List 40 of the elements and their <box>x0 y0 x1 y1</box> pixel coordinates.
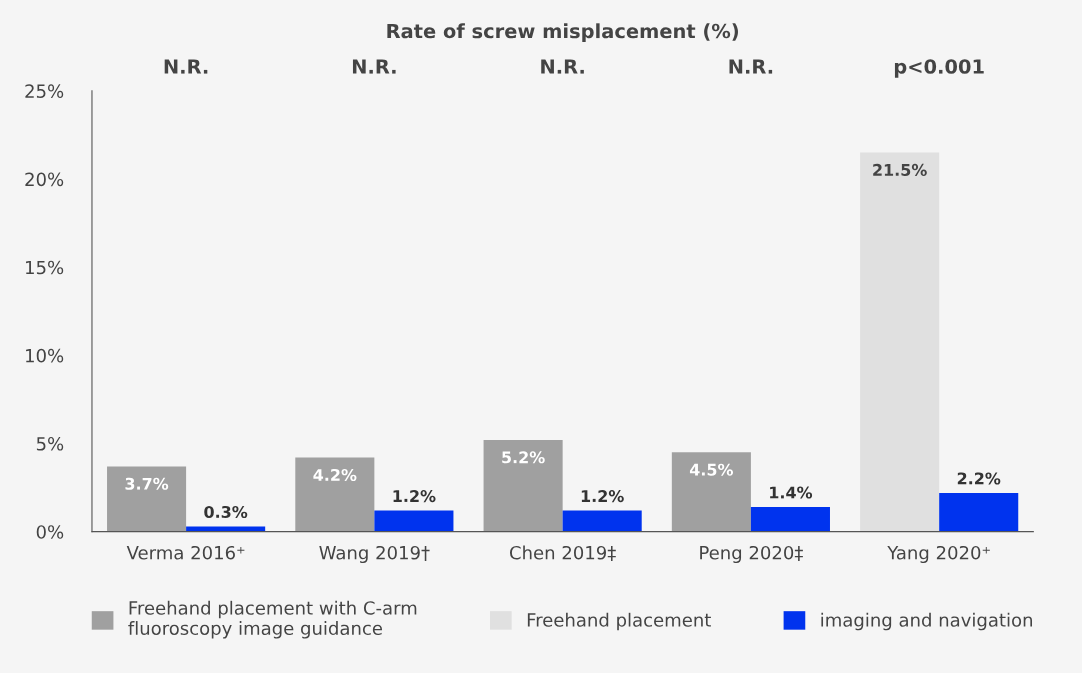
data-label: 3.7% <box>125 477 169 490</box>
x-tick-label: Yang 2020⁺ <box>887 545 990 564</box>
data-label: 5.2% <box>502 451 545 464</box>
text: N.R. <box>729 59 773 74</box>
data-label: 1.2% <box>581 490 624 503</box>
data-label: 2.2% <box>957 472 1001 485</box>
y-tick-label: 5% <box>36 436 64 451</box>
text: p<0.001 <box>894 59 984 78</box>
y-tick-label: 25% <box>25 84 64 98</box>
x-tick-label: Verma 2016⁺ <box>126 545 245 560</box>
x-tick-label: Peng 2020‡ <box>700 545 803 564</box>
y-tick-label: 10% <box>26 348 64 363</box>
bar <box>107 466 187 532</box>
data-label: 4.5% <box>689 463 734 476</box>
text: N.R. <box>541 59 584 74</box>
bar <box>671 452 751 532</box>
chart-title: Rate of screw misplacement (%) <box>387 23 738 43</box>
text: N.R. <box>164 59 208 74</box>
data-label: 0.3% <box>204 505 248 518</box>
legend-label: Freehand placement <box>527 612 711 631</box>
data-label: 1.2% <box>393 490 436 503</box>
legend-label: imaging and navigation <box>821 612 1032 631</box>
bar <box>562 510 642 532</box>
bar <box>750 506 830 532</box>
bar <box>483 439 563 532</box>
bar <box>939 492 1019 532</box>
y-tick-label: 0% <box>36 525 64 539</box>
legend-label: Freehand placement with C-arm fluoroscopy image guidance <box>128 600 417 639</box>
bar <box>186 526 266 532</box>
data-label: 1.4% <box>770 486 813 499</box>
data-label: 4.2% <box>313 468 357 481</box>
x-tick-label: Wang 2019† <box>319 545 430 564</box>
bar <box>860 152 940 532</box>
x-tick-label: Chen 2019‡ <box>509 545 616 562</box>
bar <box>295 457 375 532</box>
y-tick-label: 15% <box>26 260 64 275</box>
bar <box>374 510 454 532</box>
text: N.R. <box>352 59 396 74</box>
y-tick-label: 20% <box>25 172 64 187</box>
data-label: 21.5% <box>873 163 927 176</box>
